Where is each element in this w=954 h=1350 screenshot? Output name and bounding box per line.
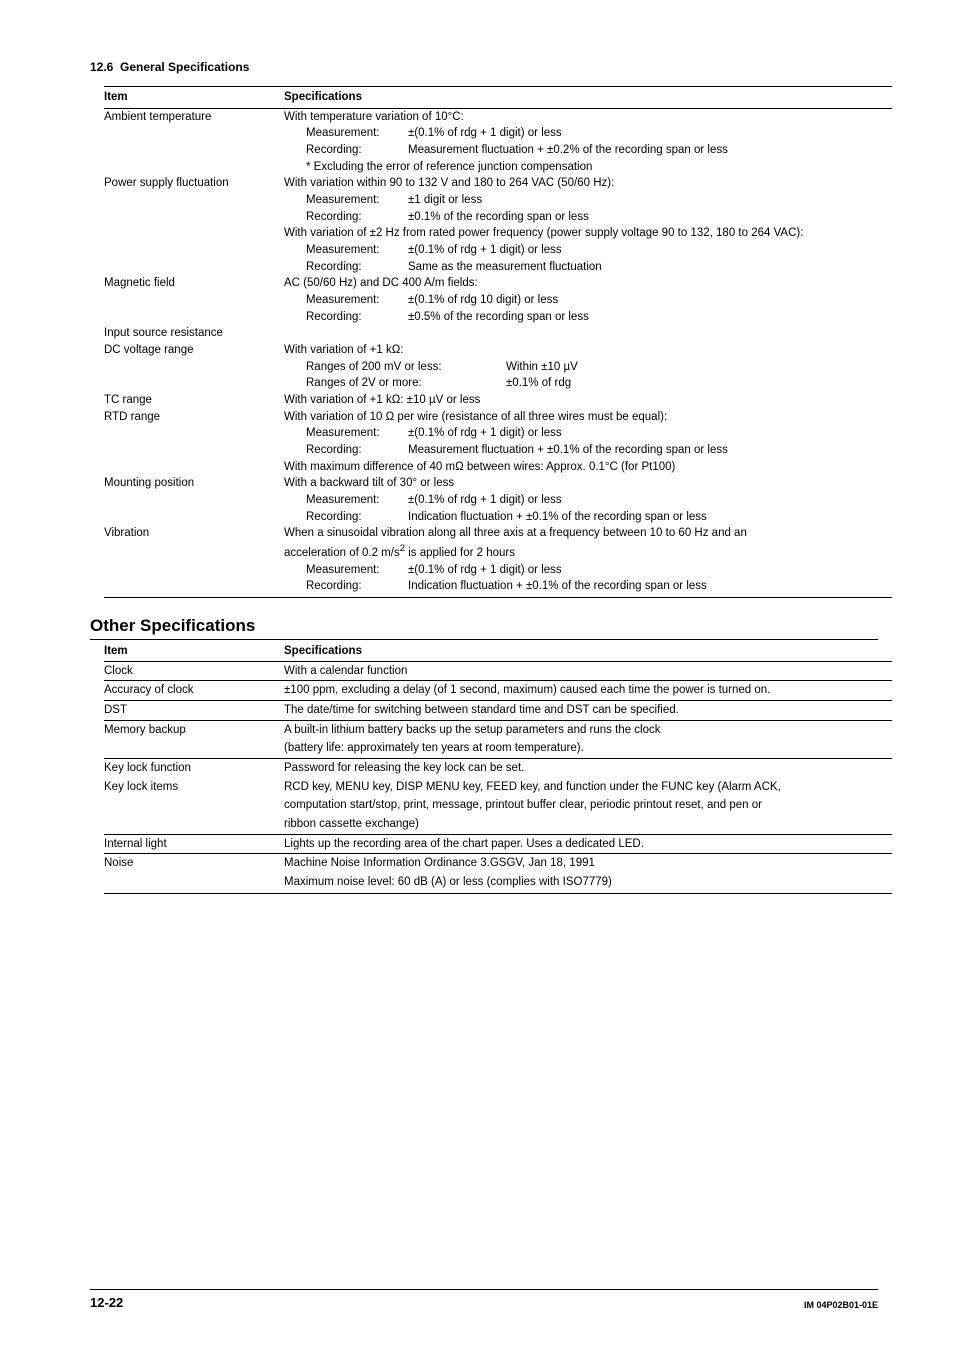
table-cell: Ranges of 200 mV or less:Within ±10 µV — [284, 359, 892, 376]
general-spec-table: Item Specifications Ambient temperatureW… — [104, 86, 892, 598]
table-cell — [104, 225, 284, 242]
table-cell: Clock — [104, 661, 284, 681]
table-cell — [104, 259, 284, 276]
section-title: General Specifications — [120, 60, 249, 74]
table-cell: Vibration — [104, 525, 284, 542]
table-cell: Recording:±0.5% of the recording span or… — [284, 309, 892, 326]
page-number: 12-22 — [90, 1295, 123, 1310]
table-cell: Ranges of 2V or more:±0.1% of rdg — [284, 375, 892, 392]
table-cell: Magnetic field — [104, 275, 284, 292]
table-cell: Measurement:±(0.1% of rdg + 1 digit) or … — [284, 425, 892, 442]
table-cell: DST — [104, 701, 284, 721]
table-cell: Recording:Same as the measurement fluctu… — [284, 259, 892, 276]
section-number: 12.6 — [90, 60, 113, 74]
table-cell — [104, 159, 284, 176]
table-cell — [104, 142, 284, 159]
table-cell — [104, 375, 284, 392]
table-cell — [104, 509, 284, 526]
table-cell: ribbon cassette exchange) — [284, 815, 892, 834]
table-cell: Power supply fluctuation — [104, 175, 284, 192]
table-cell: Recording:Indication fluctuation + ±0.1%… — [284, 509, 892, 526]
table-cell: Machine Noise Information Ordinance 3.GS… — [284, 854, 892, 873]
table-cell — [104, 796, 284, 815]
table-cell: Key lock function — [104, 759, 284, 778]
section-header: 12.6 General Specifications — [90, 60, 878, 74]
table-cell: Maximum noise level: 60 dB (A) or less (… — [284, 873, 892, 893]
table-cell — [104, 815, 284, 834]
table-cell — [104, 425, 284, 442]
table-cell: With maximum difference of 40 mΩ between… — [284, 459, 892, 476]
table-cell: Recording:±0.1% of the recording span or… — [284, 209, 892, 226]
table-cell: With variation of 10 Ω per wire (resista… — [284, 409, 892, 426]
table-cell — [104, 492, 284, 509]
table-cell: RCD key, MENU key, DISP MENU key, FEED k… — [284, 778, 892, 797]
table-cell: With variation of ±2 Hz from rated power… — [284, 225, 892, 242]
table-cell: Measurement:±(0.1% of rdg + 1 digit) or … — [284, 242, 892, 259]
table-cell: AC (50/60 Hz) and DC 400 A/m fields: — [284, 275, 892, 292]
table-cell — [104, 359, 284, 376]
table-cell — [104, 459, 284, 476]
table-cell: Measurement:±(0.1% of rdg 10 digit) or l… — [284, 292, 892, 309]
table-cell: Recording:Indication fluctuation + ±0.1%… — [284, 578, 892, 597]
table-cell: Internal light — [104, 834, 284, 854]
table-cell — [104, 309, 284, 326]
table-cell: When a sinusoidal vibration along all th… — [284, 525, 892, 542]
table-cell — [104, 562, 284, 579]
table-cell: RTD range — [104, 409, 284, 426]
table-cell: Password for releasing the key lock can … — [284, 759, 892, 778]
table-cell — [104, 242, 284, 259]
table-cell — [104, 739, 284, 758]
table-cell: Measurement:±1 digit or less — [284, 192, 892, 209]
other-spec-table: Item Specifications ClockWith a calendar… — [104, 642, 892, 894]
table-header: Specifications — [284, 87, 892, 109]
table-cell: With a backward tilt of 30° or less — [284, 475, 892, 492]
table-cell: Measurement:±(0.1% of rdg + 1 digit) or … — [284, 125, 892, 142]
other-spec-title: Other Specifications — [90, 616, 878, 640]
table-cell: With variation within 90 to 132 V and 18… — [284, 175, 892, 192]
table-cell: Lights up the recording area of the char… — [284, 834, 892, 854]
table-cell: ±100 ppm, excluding a delay (of 1 second… — [284, 681, 892, 701]
table-cell: Accuracy of clock — [104, 681, 284, 701]
table-cell — [104, 578, 284, 597]
table-cell: DC voltage range — [104, 342, 284, 359]
table-cell: With variation of +1 kΩ: ±10 µV or less — [284, 392, 892, 409]
table-cell: With variation of +1 kΩ: — [284, 342, 892, 359]
table-header: Specifications — [284, 642, 892, 661]
table-cell: Recording:Measurement fluctuation + ±0.1… — [284, 442, 892, 459]
table-header: Item — [104, 87, 284, 109]
table-cell — [104, 442, 284, 459]
table-cell — [104, 873, 284, 893]
table-cell — [104, 542, 284, 562]
table-cell: Ambient temperature — [104, 108, 284, 125]
table-cell: The date/time for switching between stan… — [284, 701, 892, 721]
page-footer: 12-22 IM 04P02B01-01E — [90, 1289, 878, 1310]
table-cell: Recording:Measurement fluctuation + ±0.2… — [284, 142, 892, 159]
table-cell — [104, 192, 284, 209]
table-cell: With a calendar function — [284, 661, 892, 681]
table-cell: Key lock items — [104, 778, 284, 797]
table-cell: A built-in lithium battery backs up the … — [284, 720, 892, 739]
table-cell: With temperature variation of 10°C: — [284, 108, 892, 125]
table-cell: (battery life: approximately ten years a… — [284, 739, 892, 758]
table-cell: computation start/stop, print, message, … — [284, 796, 892, 815]
table-cell: TC range — [104, 392, 284, 409]
table-cell: Measurement:±(0.1% of rdg + 1 digit) or … — [284, 492, 892, 509]
table-cell — [284, 325, 892, 342]
table-cell: Noise — [104, 854, 284, 873]
table-cell: * Excluding the error of reference junct… — [284, 159, 892, 176]
table-cell: Memory backup — [104, 720, 284, 739]
table-header: Item — [104, 642, 284, 661]
table-cell: Measurement:±(0.1% of rdg + 1 digit) or … — [284, 562, 892, 579]
doc-id: IM 04P02B01-01E — [804, 1300, 878, 1310]
table-cell: Input source resistance — [104, 325, 284, 342]
table-cell — [104, 209, 284, 226]
table-cell: acceleration of 0.2 m/s2 is applied for … — [284, 542, 892, 562]
table-cell — [104, 125, 284, 142]
table-cell — [104, 292, 284, 309]
table-cell: Mounting position — [104, 475, 284, 492]
